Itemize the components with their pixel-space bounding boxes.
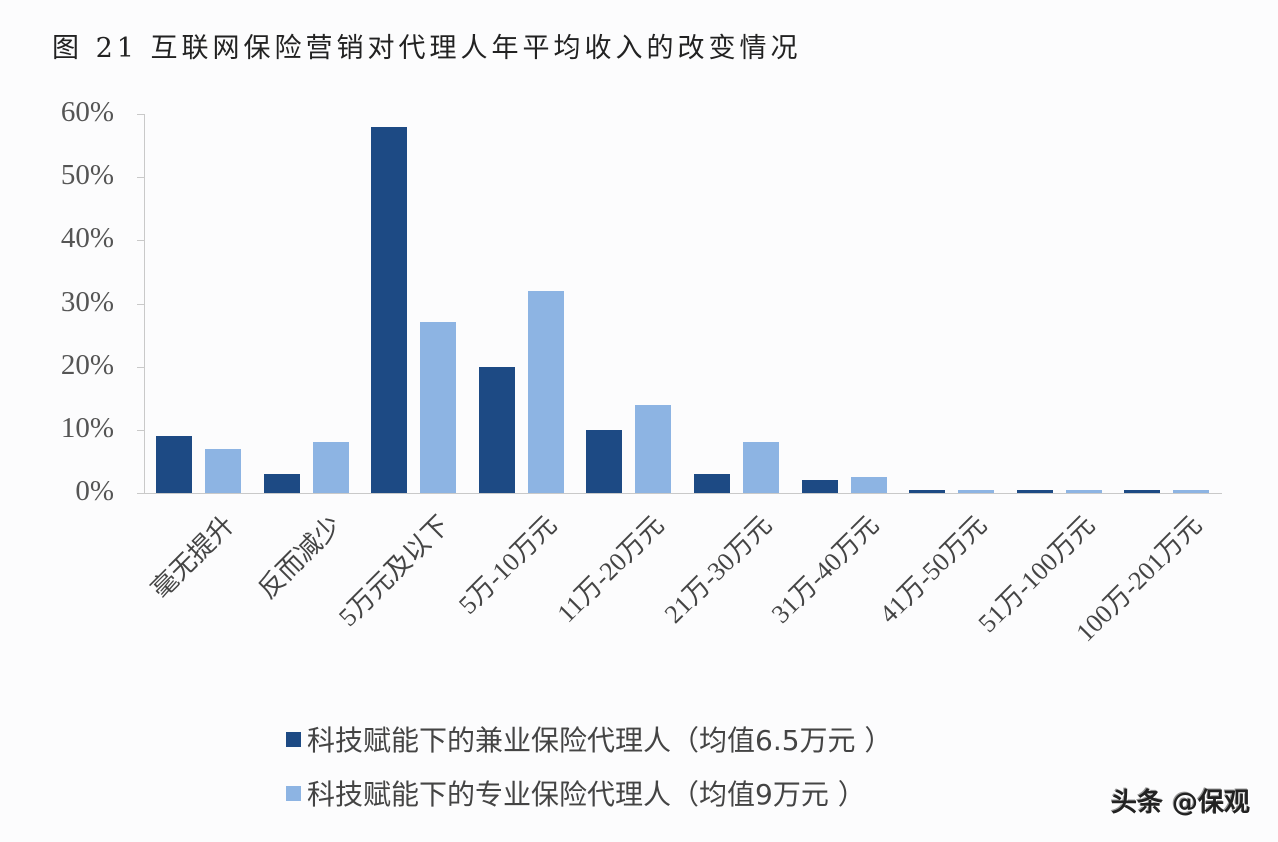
y-tick-mark (137, 177, 145, 179)
bar-parttime-agent (1124, 489, 1161, 493)
x-tick-label: 5万-10万元 (452, 510, 563, 620)
y-tick-mark (137, 429, 145, 431)
bar-parttime-agent (156, 436, 192, 493)
y-tick-mark (137, 114, 145, 115)
bar-parttime-agent (694, 474, 730, 493)
bar-parttime-agent (586, 429, 623, 493)
bar-parttime-agent (478, 366, 515, 493)
bar-parttime-agent (371, 126, 408, 493)
bar-professional-agent (312, 442, 349, 493)
x-axis (137, 493, 1222, 494)
legend-swatch-light (286, 785, 301, 801)
bar-professional-agent (420, 322, 457, 493)
y-tick-label: 60% (60, 96, 114, 128)
legend-swatch-dark (286, 731, 301, 747)
legend-item-dark: 科技赋能下的兼业保险代理人（均值6.5万元 ） (286, 712, 892, 766)
legend-label-dark: 科技赋能下的兼业保险代理人（均值6.5万元 ） (307, 724, 893, 757)
bar-parttime-agent (909, 489, 946, 493)
bar-parttime-agent (263, 474, 300, 493)
bar-professional-agent (635, 404, 672, 493)
y-tick-label: 30% (60, 285, 114, 318)
y-tick-label: 0% (75, 475, 114, 507)
bar-parttime-agent (1016, 489, 1053, 493)
bar-professional-agent (1065, 489, 1102, 493)
y-tick-mark (137, 366, 145, 368)
y-tick-mark (137, 303, 145, 305)
y-tick-mark (137, 240, 145, 242)
bar-professional-agent (743, 442, 779, 493)
y-tick-label: 20% (60, 348, 114, 381)
y-tick-label: 50% (60, 159, 114, 192)
legend: 科技赋能下的兼业保险代理人（均值6.5万元 ） 科技赋能下的专业保险代理人（均值… (286, 712, 892, 820)
x-tick-label: 5万元及以下 (333, 510, 455, 632)
bar-professional-agent (205, 448, 241, 493)
legend-item-light: 科技赋能下的专业保险代理人（均值9万元 ） (286, 766, 892, 820)
bar-professional-agent (958, 489, 995, 493)
watermark: 头条 @保观 (1110, 788, 1250, 818)
x-tick-label: 反而减少 (253, 510, 348, 605)
bar-professional-agent (850, 477, 887, 493)
x-tick-label: 11万-20万元 (551, 510, 670, 629)
y-tick-mark (137, 493, 145, 494)
y-tick-label: 10% (60, 411, 114, 444)
bar-professional-agent (527, 290, 564, 493)
x-tick-label: 31万-40万元 (766, 510, 885, 629)
chart-title: 图 21 互联网保险营销对代理人年平均收入的改变情况 (52, 33, 802, 64)
x-tick-label: 21万-30万元 (658, 510, 778, 629)
bar-parttime-agent (801, 480, 838, 493)
bar-professional-agent (1173, 489, 1210, 493)
y-tick-label: 40% (60, 222, 114, 255)
legend-label-light: 科技赋能下的专业保险代理人（均值9万元 ） (307, 778, 866, 811)
x-tick-label: 毫无提升 (145, 510, 240, 605)
